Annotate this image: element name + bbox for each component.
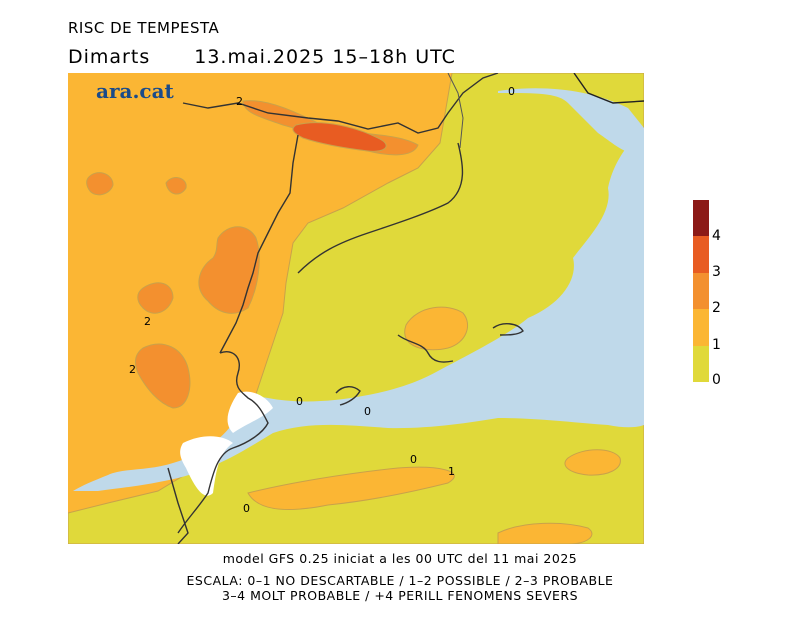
risk-area-2-3 [86, 172, 114, 196]
contour-label: 0 [410, 453, 417, 466]
risk-area-2-3 [137, 282, 174, 314]
contour-label: 0 [508, 85, 515, 98]
risk-area-1-2-coast [404, 306, 468, 351]
model-info: model GFS 0.25 iniciat a les 00 UTC del … [222, 551, 578, 566]
legend-label: 4 [712, 228, 721, 244]
risk-area-0-1 [68, 73, 644, 544]
scale-info: ESCALA: 0–1 NO DESCARTABLE / 1–2 POSSIBL… [186, 573, 614, 588]
legend-swatch-0-1 [693, 346, 709, 382]
risk-area-1-2-sea [247, 466, 455, 510]
contour-label: 2 [144, 315, 151, 328]
map-logo: ara.cat [96, 79, 175, 103]
contour-label: 0 [296, 395, 303, 408]
forecast-time: Dimarts 13.mai.2025 15–18h UTC [68, 46, 456, 68]
risk-area-2-3 [198, 226, 260, 314]
legend-swatch-2-3 [693, 273, 709, 309]
sea-area [73, 128, 644, 491]
borders [167, 73, 644, 544]
contour-label: 0 [364, 405, 371, 418]
legend-label: 3 [712, 264, 721, 280]
risk-area-2-3 [165, 177, 187, 195]
no-data-area [180, 436, 233, 496]
storm-risk-map: ara.cat 2 0 2 2 0 0 0 1 0 [68, 73, 644, 544]
map-title: RISC DE TEMPESTA [68, 19, 220, 37]
sea-inlet [498, 88, 644, 154]
risk-area-1-2-sea [564, 449, 621, 476]
contour-label: 2 [236, 95, 243, 108]
risk-area-2-3 [135, 343, 191, 409]
legend-label: 2 [712, 300, 721, 316]
risk-area-1-2-sea [497, 522, 593, 544]
risk-area-3-4 [292, 122, 387, 152]
contour-label: 0 [243, 502, 250, 515]
legend-swatch-3-4 [693, 236, 709, 273]
risk-legend [693, 200, 709, 382]
no-data-area [227, 391, 273, 433]
scale-info-2: 3–4 MOLT PROBABLE / +4 PERILL FENOMENS S… [221, 588, 579, 603]
legend-swatch-1-2 [693, 309, 709, 346]
legend-label: 1 [712, 337, 721, 353]
contour-label: 2 [129, 363, 136, 376]
legend-swatch-4-plus [693, 200, 709, 236]
forecast-day: Dimarts [68, 46, 151, 68]
forecast-date: 13.mai.2025 15–18h UTC [194, 46, 456, 68]
contour-label: 1 [448, 465, 455, 478]
legend-label: 0 [712, 372, 721, 388]
